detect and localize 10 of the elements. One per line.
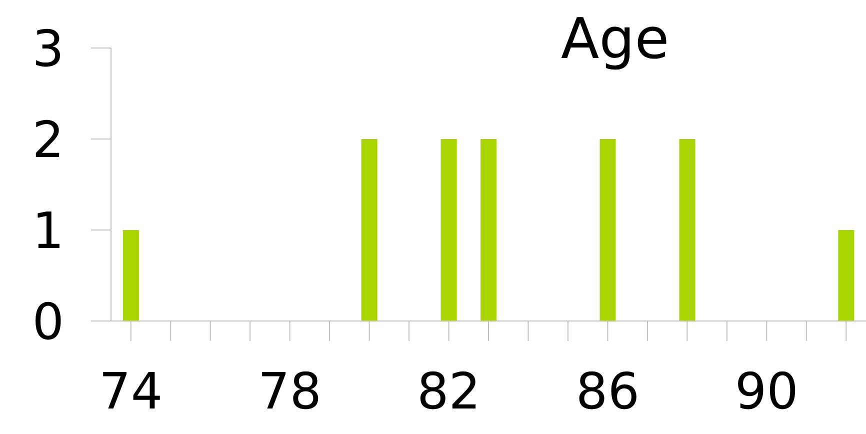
x-tick-label: 78 (258, 362, 322, 420)
x-tick-label: 74 (99, 362, 163, 420)
x-tick-label: 90 (734, 362, 798, 420)
y-tick-label: 2 (32, 110, 64, 169)
y-tick-label: 0 (32, 292, 64, 351)
x-tick-label: 82 (416, 362, 481, 420)
chart-title: Age (560, 6, 670, 74)
y-tick-label: 3 (32, 20, 64, 78)
x-tick-label: 86 (576, 362, 640, 420)
y-tick-label: 1 (32, 202, 64, 260)
